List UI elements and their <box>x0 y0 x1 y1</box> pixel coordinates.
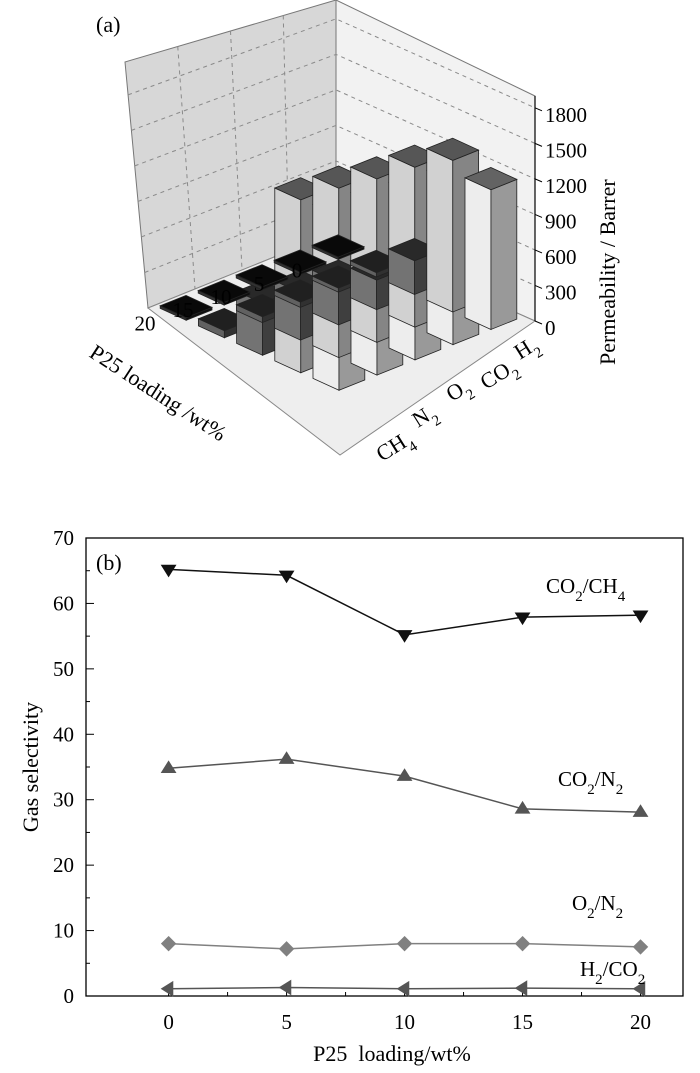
z-axis: 0 300 600 900 1200 1500 1800 <box>534 96 587 340</box>
panel-b-line-chart: 0 10 20 30 40 50 60 70 0 5 10 15 20 CO2/CH4 CO2/N2 O2… <box>18 526 684 1066</box>
z-tick <box>534 285 543 289</box>
y-tick-label: 30 <box>53 788 74 812</box>
loading-tick-label: 10 <box>211 285 232 309</box>
data-point <box>514 980 528 997</box>
data-point <box>396 768 413 781</box>
z-tick-label: 600 <box>545 245 577 269</box>
z-tick-label: 0 <box>545 316 556 340</box>
data-point <box>514 935 531 952</box>
bar-H2-0 <box>463 167 518 331</box>
data-point <box>632 939 649 955</box>
z-tick <box>534 320 543 325</box>
data-point <box>632 610 649 624</box>
data-point <box>278 751 295 764</box>
data-point <box>160 564 177 578</box>
y-tick-label: 60 <box>53 591 74 615</box>
x-tick-label: 20 <box>630 1010 651 1034</box>
loading-tick-label: 20 <box>135 311 156 335</box>
gas-tick-label: H2 <box>509 331 546 371</box>
series-1 <box>160 751 649 817</box>
panel-b-label: (b) <box>96 550 122 575</box>
z-tick-label: 900 <box>545 209 577 233</box>
x-axis-label-b: P25 loading/wt% <box>313 1041 471 1066</box>
series-label: H2/CO2 <box>580 957 645 988</box>
plot-frame <box>85 537 684 997</box>
loading-tick-label: 15 <box>173 298 194 322</box>
series-0 <box>160 564 649 643</box>
data-point <box>278 979 292 996</box>
series-labels: CO2/CH4 CO2/N2 O2/N2 H2/CO2 <box>546 574 645 988</box>
wall-gridline <box>127 18 536 109</box>
y-tick-label: 20 <box>53 853 74 877</box>
y-tick-label: 50 <box>53 657 74 681</box>
x-axis: 0 5 10 15 20 <box>163 988 651 1034</box>
panel-a-label: (a) <box>96 12 120 37</box>
z-tick <box>534 178 543 183</box>
z-tick-label: 1200 <box>545 174 587 198</box>
data-point <box>278 941 295 957</box>
bar-CH4-10 <box>235 264 290 291</box>
data-point <box>278 570 295 584</box>
x-axis-loading: 20 15 10 5 0 <box>135 259 303 336</box>
x-tick-label: 0 <box>163 1010 174 1034</box>
z-tick-label: 1500 <box>545 138 587 162</box>
y-tick-label: 70 <box>53 526 74 550</box>
data-point <box>160 980 174 997</box>
series-label: O2/N2 <box>572 891 623 922</box>
data-point <box>396 980 410 997</box>
z-tick <box>534 107 543 112</box>
bar-CH4-20 <box>159 294 214 321</box>
bar-CH4-0 <box>311 234 366 261</box>
z-tick <box>534 249 543 254</box>
data-point <box>160 760 177 774</box>
y-axis-label-b: Gas selectivity <box>18 702 43 832</box>
data-point <box>514 612 531 626</box>
gas-tick-label: CH4 <box>371 425 421 473</box>
bar-CH4-5 <box>273 249 328 276</box>
bar-CH4-15 <box>197 279 252 306</box>
bars-group <box>159 137 518 391</box>
series-label: CO2/N2 <box>558 767 623 798</box>
series-label: CO2/CH4 <box>546 574 626 605</box>
x-tick-label: 15 <box>512 1010 533 1034</box>
data-point <box>396 935 413 952</box>
data-point <box>632 804 649 817</box>
z-axis-label: Permeability / Barrer <box>595 179 620 365</box>
data-point <box>396 630 413 643</box>
y-axis: 0 10 20 30 40 50 60 70 <box>53 526 94 1008</box>
y-tick-label: 0 <box>64 984 75 1008</box>
x-tick-label: 10 <box>394 1010 415 1034</box>
loading-tick-label: 5 <box>254 272 265 296</box>
wall-gridline <box>177 46 196 290</box>
loading-tick-label: 0 <box>292 259 303 283</box>
data-point <box>632 980 646 997</box>
x-tick-label: 5 <box>281 1010 292 1034</box>
y-tick-label: 10 <box>53 919 74 943</box>
data-point <box>160 935 177 952</box>
series-3 <box>160 979 646 997</box>
gas-tick-label: CO2 <box>475 353 524 400</box>
series-group <box>160 564 649 997</box>
data-point <box>514 800 531 814</box>
series-2 <box>160 935 649 957</box>
z-tick <box>534 213 543 218</box>
wall-gridline <box>131 53 536 144</box>
y-tick-label: 40 <box>53 722 74 746</box>
z-tick-label: 1800 <box>545 103 587 127</box>
z-tick-label: 300 <box>545 280 577 304</box>
z-tick <box>534 142 543 147</box>
